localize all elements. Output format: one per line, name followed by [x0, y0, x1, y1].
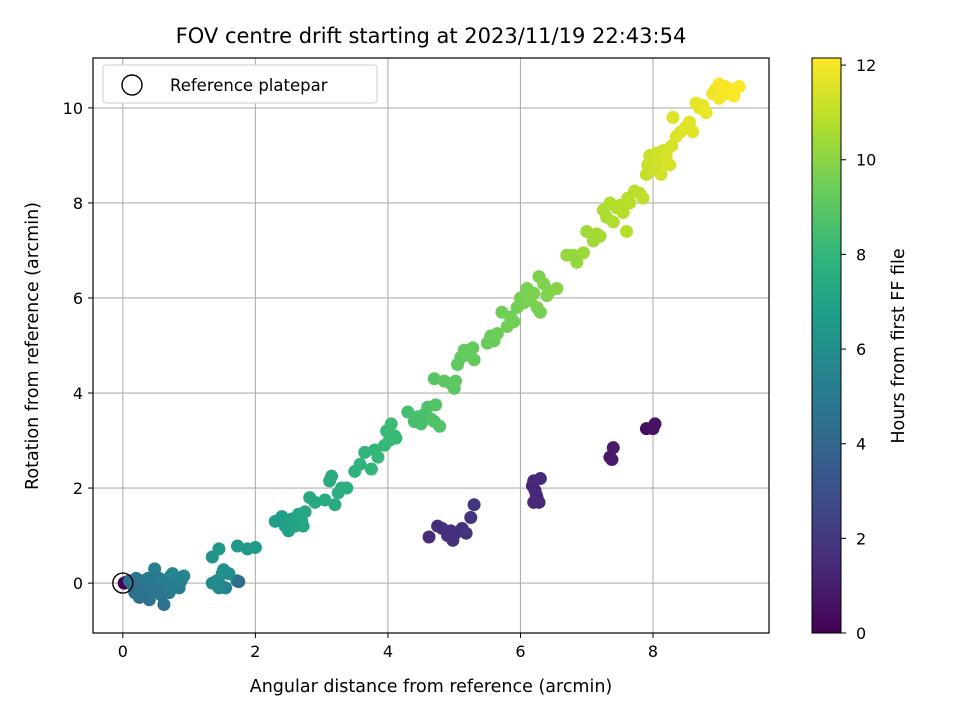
colorbar-tick-label: 8 — [856, 245, 866, 264]
data-point — [654, 167, 668, 181]
colorbar-tick-label: 0 — [856, 624, 866, 643]
x-tick-label: 8 — [648, 642, 658, 661]
data-point — [606, 215, 620, 229]
colorbar-tick-label: 12 — [856, 56, 876, 75]
y-tick-label: 10 — [63, 99, 83, 118]
colorbar-label: Hours from first FF file — [889, 248, 909, 443]
data-points — [112, 77, 746, 611]
legend-label: Reference platepar — [170, 76, 328, 95]
data-point — [298, 505, 312, 519]
data-point — [422, 530, 436, 544]
data-point — [464, 511, 478, 525]
data-point — [686, 125, 700, 139]
data-point — [467, 498, 481, 512]
x-tick-label: 0 — [118, 642, 128, 661]
data-point — [161, 576, 175, 590]
data-point — [449, 374, 463, 388]
data-point — [663, 158, 677, 172]
data-point — [353, 457, 367, 471]
data-point — [328, 498, 342, 512]
data-point — [177, 569, 191, 583]
data-point — [230, 539, 244, 553]
data-point — [232, 575, 246, 589]
y-axis-label: Rotation from reference (arcmin) — [23, 202, 43, 490]
colorbar-tick-label: 4 — [856, 435, 866, 454]
data-point — [550, 281, 564, 295]
data-point — [593, 229, 607, 243]
x-tick-label: 4 — [383, 642, 393, 661]
y-tick-label: 4 — [73, 384, 83, 403]
data-point — [144, 574, 158, 588]
data-point — [527, 286, 541, 300]
colorbar-tick-label: 2 — [856, 529, 866, 548]
data-point — [533, 472, 547, 486]
y-axis-ticks: 0 2 4 6 8 10 — [63, 99, 93, 593]
data-point — [358, 445, 372, 459]
data-point — [296, 519, 310, 533]
data-point — [401, 405, 415, 419]
data-point — [212, 581, 226, 595]
data-point — [384, 417, 398, 431]
data-point — [427, 372, 441, 386]
x-axis-label: Angular distance from reference (arcmin) — [250, 677, 613, 697]
x-axis-ticks: 0 2 4 6 8 — [118, 633, 658, 661]
data-point — [325, 469, 339, 483]
plot-frame — [92, 57, 770, 634]
data-point — [529, 488, 543, 502]
data-point — [605, 453, 619, 467]
data-point — [636, 191, 650, 205]
y-tick-label: 8 — [73, 194, 83, 213]
data-point — [648, 417, 662, 431]
colorbar-tick-label: 6 — [856, 340, 866, 359]
x-tick-label: 6 — [515, 642, 525, 661]
data-point — [248, 540, 262, 554]
data-point — [570, 255, 584, 269]
data-point — [616, 205, 630, 219]
data-point — [212, 542, 226, 556]
data-point — [712, 77, 726, 91]
data-point — [606, 441, 620, 455]
legend-box — [102, 64, 378, 104]
data-point — [732, 80, 746, 94]
data-point — [364, 462, 378, 476]
y-tick-label: 2 — [73, 479, 83, 498]
y-tick-label: 0 — [73, 574, 83, 593]
data-point — [620, 224, 634, 238]
colorbar-ticks: 0 2 4 6 8 10 12 — [841, 56, 876, 643]
legend: Reference platepar — [102, 64, 378, 104]
data-point — [507, 315, 521, 329]
data-point — [580, 224, 594, 238]
data-point — [533, 305, 547, 319]
data-point — [699, 106, 713, 120]
data-point — [459, 526, 473, 540]
data-point — [150, 583, 164, 597]
data-point — [157, 597, 171, 611]
data-point — [467, 353, 481, 367]
data-point — [308, 495, 322, 509]
data-point — [576, 246, 590, 260]
data-point — [623, 196, 637, 210]
data-point — [429, 398, 443, 412]
colorbar — [811, 57, 842, 634]
chart-title: FOV centre drift starting at 2023/11/19 … — [176, 24, 687, 48]
data-point — [433, 419, 447, 433]
legend-marker — [121, 74, 143, 96]
y-tick-label: 6 — [73, 289, 83, 308]
reference-platepar-marker — [112, 572, 134, 594]
data-point — [490, 327, 504, 341]
data-point — [389, 431, 403, 445]
data-point — [666, 110, 680, 124]
data-point — [371, 450, 385, 464]
data-point — [727, 89, 741, 103]
colorbar-tick-label: 10 — [856, 151, 876, 170]
data-point — [466, 341, 480, 355]
data-point — [318, 493, 332, 507]
x-tick-label: 2 — [250, 642, 260, 661]
data-point — [340, 481, 354, 495]
